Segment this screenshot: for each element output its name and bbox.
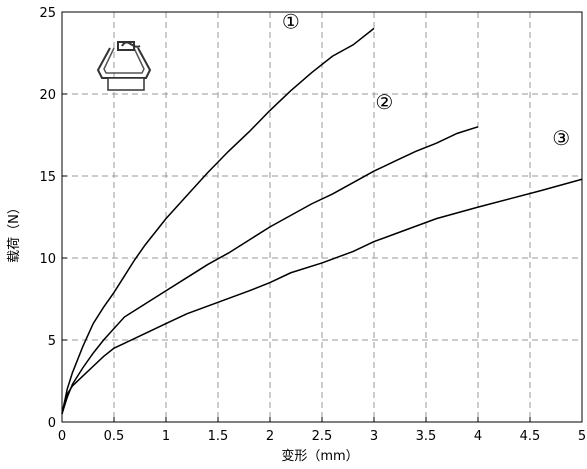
x-axis-title: 变形（mm）	[281, 448, 358, 464]
y-tick-label: 15	[39, 170, 56, 185]
x-tick-label: 4.5	[520, 429, 541, 444]
series-label-1: ①	[282, 9, 300, 33]
series-label-3: ③	[552, 126, 570, 150]
x-tick-label: 4	[474, 429, 482, 444]
x-tick-label: 2.5	[312, 429, 333, 444]
x-tick-label: 1.5	[208, 429, 229, 444]
x-tick-label: 2	[266, 429, 274, 444]
x-tick-label: 3.5	[416, 429, 437, 444]
y-tick-label: 10	[39, 252, 56, 267]
series-line-3	[61, 178, 583, 414]
clip-bracket-icon	[96, 41, 152, 91]
grid-layer	[62, 12, 582, 422]
axes-layer: 0 0.5 1 1.5 2 2.5 3 3.5 4 4.5 5 0 5 10 15 20 25	[39, 6, 586, 444]
y-axis-title: 载荷（N）	[7, 201, 22, 263]
series-label-2: ②	[375, 90, 393, 114]
x-tick-label: 3	[370, 429, 378, 444]
x-tick-label: 0.5	[104, 429, 125, 444]
labels-layer: ① ② ③	[282, 9, 570, 149]
x-tick-label: 1	[162, 429, 170, 444]
y-tick-label: 5	[48, 334, 56, 349]
series-line-2	[61, 126, 479, 415]
series-line-1	[61, 27, 375, 414]
y-tick-label: 25	[39, 6, 56, 21]
y-tick-label: 20	[39, 88, 56, 103]
series-layer	[61, 27, 583, 415]
y-tick-label: 0	[48, 416, 56, 431]
x-tick-label: 0	[58, 429, 66, 444]
x-tick-label: 5	[578, 429, 586, 444]
